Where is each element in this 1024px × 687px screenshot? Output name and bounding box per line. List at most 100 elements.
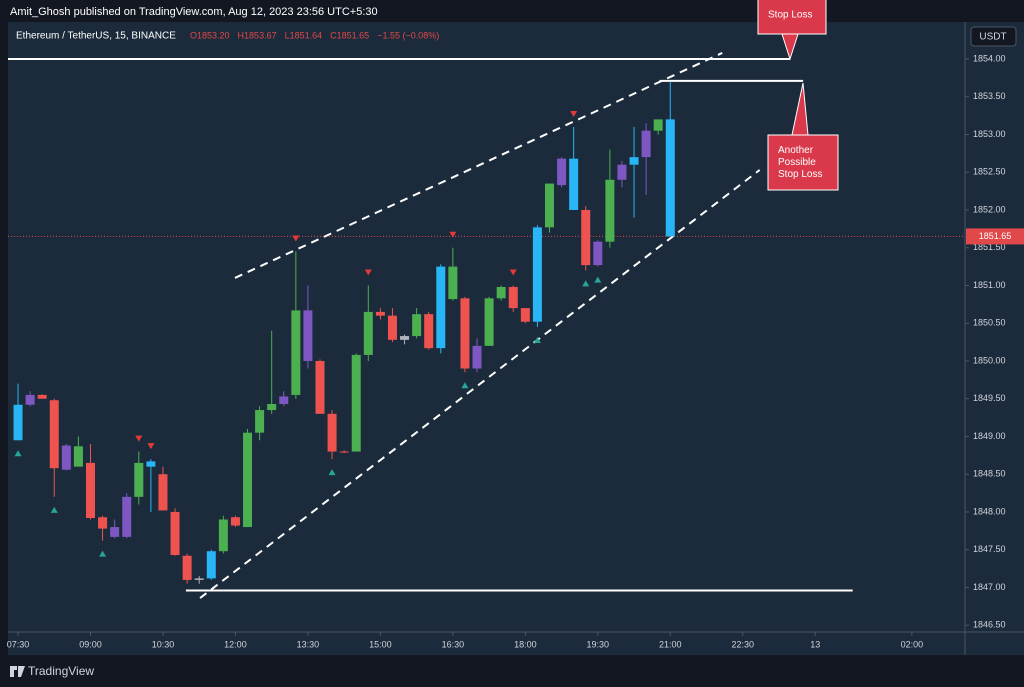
candle-body: [158, 474, 168, 511]
x-tick-label: 02:00: [901, 639, 924, 649]
candle-body: [267, 404, 277, 411]
candle-body: [327, 413, 337, 452]
y-tick-label: 1851.00: [973, 280, 1006, 290]
candle-body: [339, 451, 349, 453]
x-tick-label: 13: [810, 639, 820, 649]
candle-body: [170, 511, 180, 555]
candle-body: [424, 314, 434, 349]
callout-text: Another: [778, 145, 814, 156]
sell-signal: [135, 435, 143, 442]
candle-body: [460, 298, 470, 369]
candle-body: [110, 527, 120, 537]
candle-body: [412, 314, 422, 337]
candle-body: [593, 241, 603, 266]
x-tick-label: 10:30: [152, 639, 175, 649]
candle-body: [206, 551, 216, 579]
candle-body: [230, 517, 240, 526]
y-tick-label: 1846.50: [973, 620, 1006, 630]
candle-body: [98, 517, 108, 529]
callout: [767, 82, 839, 191]
ohlc-value: L1851.64: [285, 30, 323, 40]
price-tag-label: 1851.65: [979, 231, 1012, 241]
x-tick-label: 22:30: [731, 639, 754, 649]
x-tick-label: 09:00: [79, 639, 102, 649]
candle-body: [194, 578, 204, 580]
candle-body: [544, 183, 554, 228]
currency-button[interactable]: [970, 26, 1017, 47]
x-tick-label: 13:30: [297, 639, 320, 649]
candle-body: [85, 462, 95, 519]
y-tick-label: 1847.00: [973, 582, 1006, 592]
sell-signal: [570, 110, 578, 117]
callout-text: Stop Loss: [768, 10, 812, 21]
candle-body: [472, 345, 482, 369]
candle-body: [61, 445, 71, 470]
candle-body: [569, 158, 579, 210]
candle-body: [532, 227, 542, 322]
candle-body: [13, 404, 23, 441]
y-tick-label: 1849.00: [973, 431, 1006, 441]
candle-body: [303, 310, 313, 361]
candle-body: [25, 394, 35, 405]
price-scale: [965, 22, 1024, 655]
buy-signal: [50, 506, 58, 513]
ohlc-value: H1853.67: [238, 30, 277, 40]
x-tick-label: 19:30: [587, 639, 610, 649]
buy-signal: [594, 276, 602, 283]
candle-body: [279, 396, 289, 405]
sell-signal: [364, 269, 372, 276]
trend-line: [234, 52, 723, 279]
buy-signal: [461, 382, 469, 389]
candle-body: [400, 336, 410, 340]
y-tick-label: 1853.00: [973, 129, 1006, 139]
y-tick-label: 1848.50: [973, 469, 1006, 479]
y-tick-label: 1850.50: [973, 318, 1006, 328]
candle-body: [134, 462, 144, 497]
y-tick-label: 1848.00: [973, 506, 1006, 516]
x-tick-label: 18:00: [514, 639, 537, 649]
candle-body: [182, 555, 192, 580]
candle-body: [363, 311, 373, 355]
candle-body: [520, 308, 530, 322]
callout: [757, 0, 827, 61]
sell-signal: [292, 235, 300, 242]
candle-body: [496, 286, 506, 299]
candle-body: [37, 394, 47, 399]
y-tick-label: 1852.00: [973, 204, 1006, 214]
candle-body: [508, 286, 518, 309]
callout-text: Stop Loss: [778, 169, 822, 180]
candle-body: [243, 432, 253, 528]
buy-signal: [14, 450, 22, 457]
candle-body: [581, 209, 591, 266]
sell-signal: [449, 231, 457, 238]
price-tag: [966, 228, 1024, 245]
logo[interactable]: TradingView: [28, 664, 94, 678]
currency-label[interactable]: USDT: [979, 32, 1006, 43]
candle-body: [436, 266, 446, 349]
candle-body: [49, 400, 59, 469]
candle-body: [641, 130, 651, 158]
candle-body: [351, 354, 361, 452]
candle-body: [653, 119, 663, 131]
candle-body: [375, 311, 385, 316]
candle-body: [484, 298, 494, 346]
x-tick-label: 12:00: [224, 639, 247, 649]
y-tick-label: 1849.50: [973, 393, 1006, 403]
candle-body: [605, 179, 615, 242]
candle-body: [255, 410, 265, 433]
y-tick-label: 1851.50: [973, 242, 1006, 252]
logo-icon: [10, 666, 25, 677]
buy-signal: [533, 337, 541, 343]
candle-body: [629, 157, 639, 165]
buy-signal: [582, 280, 590, 287]
candle-body: [218, 519, 228, 552]
y-tick-label: 1854.00: [973, 53, 1006, 63]
publisher: Amit_Ghosh published on TradingView.com,…: [10, 6, 378, 18]
candle-body: [617, 164, 627, 180]
y-tick-label: 1852.50: [973, 167, 1006, 177]
x-tick-label: 16:30: [442, 639, 465, 649]
candle-body: [557, 158, 567, 186]
x-tick-label: 15:00: [369, 639, 392, 649]
candle-body: [387, 315, 397, 340]
